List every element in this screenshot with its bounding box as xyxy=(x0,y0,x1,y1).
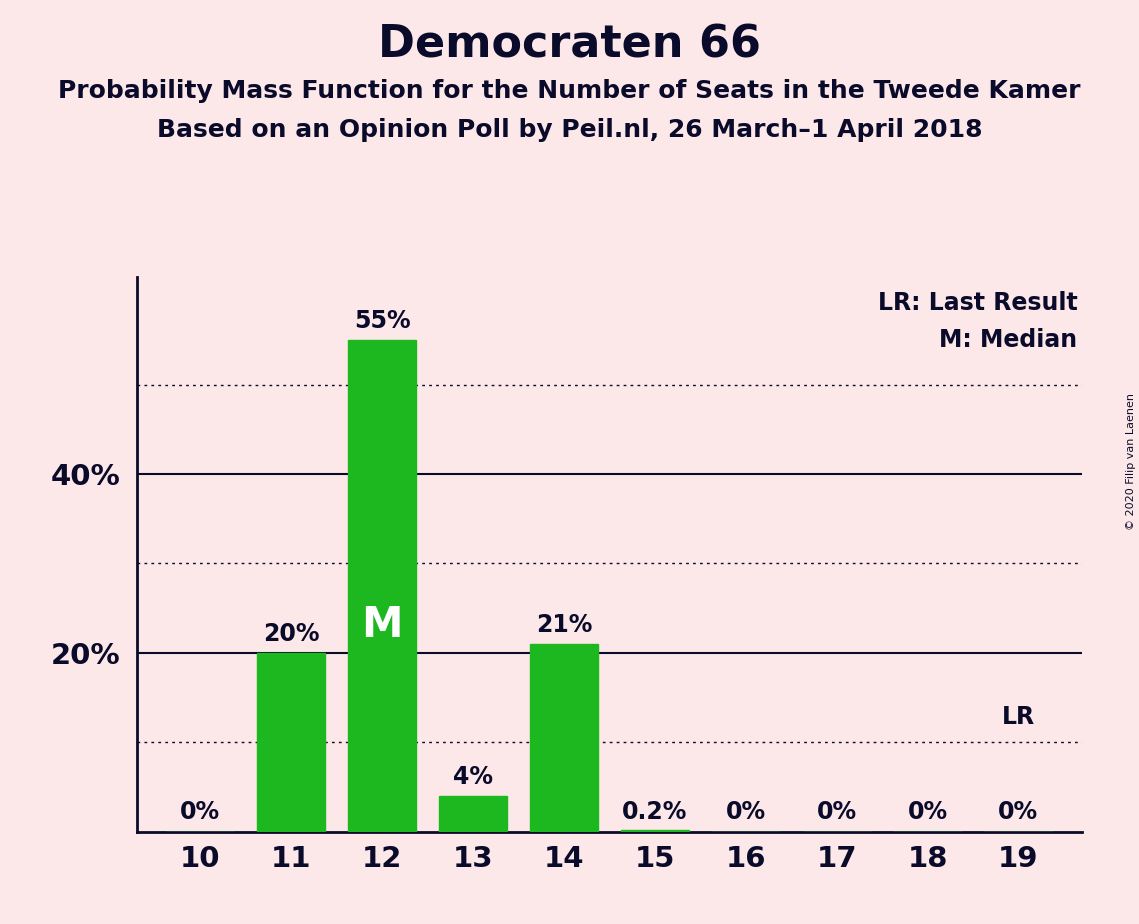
Text: © 2020 Filip van Laenen: © 2020 Filip van Laenen xyxy=(1125,394,1136,530)
Text: Democraten 66: Democraten 66 xyxy=(378,23,761,67)
Text: 4%: 4% xyxy=(453,765,493,789)
Text: Based on an Opinion Poll by Peil.nl, 26 March–1 April 2018: Based on an Opinion Poll by Peil.nl, 26 … xyxy=(157,118,982,142)
Text: 0%: 0% xyxy=(999,800,1039,824)
Text: 21%: 21% xyxy=(535,613,592,637)
Bar xyxy=(621,830,689,832)
Text: 0%: 0% xyxy=(817,800,857,824)
Text: 0%: 0% xyxy=(180,800,220,824)
Text: 20%: 20% xyxy=(263,622,319,646)
Text: M: M xyxy=(361,604,403,646)
Bar xyxy=(439,796,507,832)
Text: M: Median: M: Median xyxy=(940,328,1077,352)
Text: LR: Last Result: LR: Last Result xyxy=(877,291,1077,315)
Text: 0%: 0% xyxy=(908,800,948,824)
Text: 55%: 55% xyxy=(354,309,410,333)
Bar xyxy=(530,644,598,832)
Text: 0%: 0% xyxy=(726,800,765,824)
Bar xyxy=(349,340,416,832)
Text: LR: LR xyxy=(1002,705,1035,729)
Text: Probability Mass Function for the Number of Seats in the Tweede Kamer: Probability Mass Function for the Number… xyxy=(58,79,1081,103)
Text: 0.2%: 0.2% xyxy=(622,800,688,824)
Bar xyxy=(257,652,326,832)
